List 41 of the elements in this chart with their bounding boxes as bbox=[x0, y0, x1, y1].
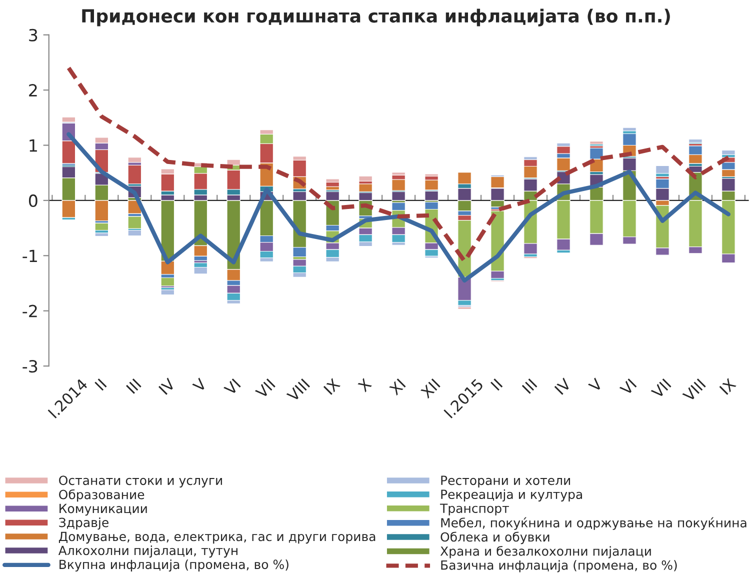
legend-label: Комуникации bbox=[60, 504, 147, 516]
x-tick-label: VIII bbox=[286, 378, 310, 402]
x-tick-label: IV bbox=[158, 378, 176, 395]
x-tick-label: III bbox=[126, 378, 142, 394]
chart-title: Придонеси кон годишната стапка инфлацијата (во п.п.) bbox=[82, 8, 670, 26]
y-tick-label: -1 bbox=[22, 250, 37, 262]
y-tick-label: 0 bbox=[28, 194, 38, 208]
legend-label: Базична инфлација (промена, во %) bbox=[441, 560, 677, 572]
x-tick-label: IX bbox=[323, 378, 341, 395]
legend-label: Останати стоки и услуги bbox=[59, 476, 222, 488]
legend-label: Домување, вода, електрика, гас и други горива bbox=[58, 532, 376, 544]
x-tick-label: VIII bbox=[682, 378, 706, 402]
x-tick-label: VII bbox=[254, 378, 276, 400]
legend-label: Рекреација и култура bbox=[441, 489, 582, 502]
x-tick-label: II bbox=[490, 378, 503, 391]
x-tick-label: X bbox=[357, 378, 372, 392]
y-tick-label: 1 bbox=[30, 139, 37, 152]
legend-label: Храна и безалкохолни пијалаци bbox=[440, 546, 651, 558]
x-tick-label: VI bbox=[224, 378, 241, 396]
y-tick-label: 3 bbox=[29, 28, 38, 42]
x-tick-label: IX bbox=[719, 378, 736, 395]
legend-label: Вкупна инфлација (промена, во %) bbox=[60, 559, 288, 572]
legend-label: Здравје bbox=[59, 518, 108, 530]
legend-label: Облека и обувки bbox=[440, 532, 550, 544]
x-tick-label: XI bbox=[388, 378, 406, 396]
x-tick-label: XII bbox=[420, 378, 440, 399]
x-tick-label: VII bbox=[650, 378, 672, 400]
y-tick-label: -2 bbox=[22, 304, 37, 318]
y-tick-label: -3 bbox=[22, 360, 38, 373]
legend-label: Ресторани и хотели bbox=[441, 476, 570, 488]
legend-label: Транспорт bbox=[440, 504, 509, 516]
legend-label: Образование bbox=[59, 489, 144, 502]
x-tick-label: V bbox=[192, 378, 208, 393]
x-tick-label: VI bbox=[619, 378, 637, 396]
y-tick-label: 2 bbox=[29, 84, 37, 96]
legend-label: Алкохолни пијалаци, тутун bbox=[58, 545, 238, 558]
x-tick-label: III bbox=[522, 378, 538, 394]
legend-label: Мебел, покуќнина и одржување на покуќнина bbox=[441, 517, 746, 530]
x-tick-label: V bbox=[588, 378, 604, 393]
x-tick-label: IV bbox=[554, 378, 572, 395]
x-tick-label: II bbox=[94, 378, 107, 391]
